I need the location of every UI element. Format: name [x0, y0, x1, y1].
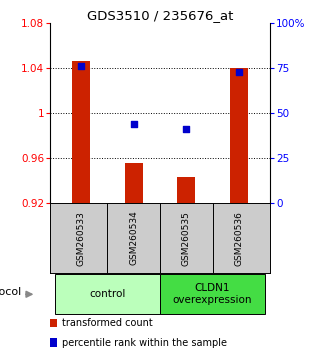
FancyBboxPatch shape — [160, 274, 265, 314]
Bar — [230, 68, 248, 203]
Text: transformed count: transformed count — [62, 318, 153, 328]
Point — [131, 121, 136, 126]
Bar — [72, 61, 90, 203]
Text: GSM260534: GSM260534 — [129, 211, 138, 266]
Text: GSM260535: GSM260535 — [182, 211, 191, 266]
Text: GSM260533: GSM260533 — [77, 211, 86, 266]
Title: GDS3510 / 235676_at: GDS3510 / 235676_at — [87, 9, 233, 22]
Text: CLDN1
overexpression: CLDN1 overexpression — [173, 284, 252, 305]
Bar — [177, 177, 196, 203]
FancyBboxPatch shape — [55, 274, 160, 314]
Text: GSM260536: GSM260536 — [234, 211, 243, 266]
Point — [79, 63, 84, 69]
Point — [184, 126, 189, 132]
Bar — [50, 338, 57, 347]
Text: percentile rank within the sample: percentile rank within the sample — [62, 338, 227, 348]
Text: control: control — [89, 289, 126, 299]
Bar — [124, 164, 143, 203]
Point — [236, 69, 241, 74]
Bar — [50, 319, 57, 327]
Text: protocol: protocol — [0, 287, 21, 297]
